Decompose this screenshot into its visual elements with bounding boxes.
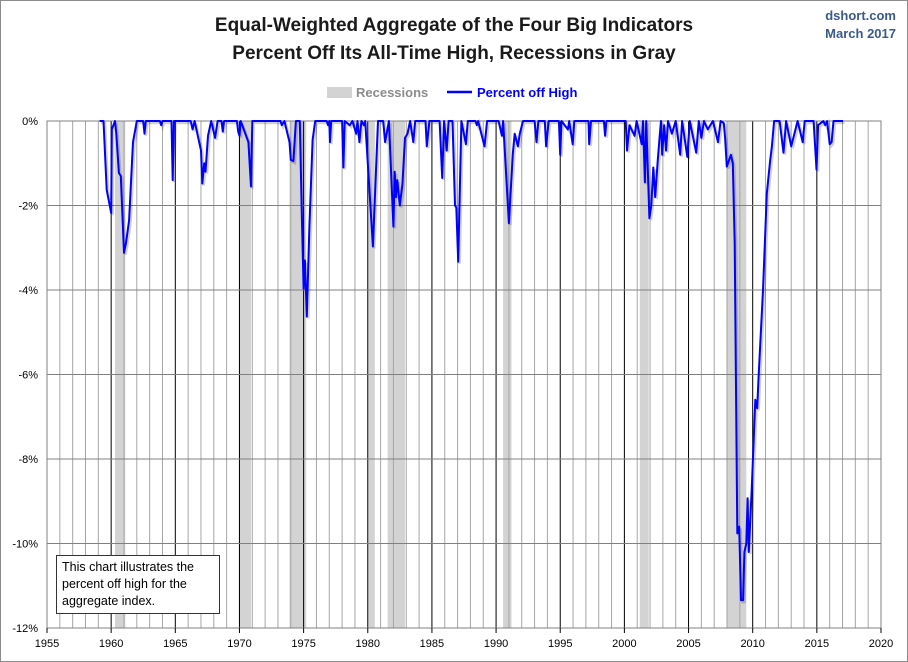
x-tick-label: 1990 <box>484 638 508 650</box>
legend-recession-swatch <box>327 87 352 98</box>
y-tick-label: -10% <box>12 539 38 551</box>
x-tick-label: 1955 <box>35 638 59 650</box>
chart-note: This chart illustrates the percent off h… <box>56 555 220 614</box>
y-tick-label: -8% <box>18 454 38 466</box>
legend: Recessions Percent off High <box>327 85 577 100</box>
x-tick-label: 2015 <box>805 638 829 650</box>
chart-title: Equal-Weighted Aggregate of the Four Big… <box>214 15 694 36</box>
source-label: dshort.com <box>825 8 896 23</box>
y-tick-label: -12% <box>12 623 38 635</box>
y-tick-label: -6% <box>18 370 38 382</box>
legend-recessions-label: Recessions <box>356 85 428 100</box>
y-tick-label: 0% <box>22 116 38 128</box>
x-tick-label: 2000 <box>612 638 636 650</box>
y-tick-label: -2% <box>18 201 38 213</box>
x-tick-label: 1985 <box>420 638 444 650</box>
x-tick-label: 1975 <box>291 638 315 650</box>
legend-series-label: Percent off High <box>477 85 577 100</box>
y-tick-label: -4% <box>18 285 38 297</box>
x-tick-label: 1970 <box>227 638 251 650</box>
x-tick-label: 1960 <box>99 638 123 650</box>
x-tick-label: 1980 <box>356 638 380 650</box>
plot-border <box>46 120 882 629</box>
x-tick-label: 2005 <box>676 638 700 650</box>
x-tick-label: 1965 <box>163 638 187 650</box>
series-line-percent-off-high <box>99 120 844 602</box>
x-tick-label: 1995 <box>548 638 572 650</box>
date-label: March 2017 <box>825 26 896 41</box>
chart-subtitle: Percent Off Its All-Time High, Recession… <box>232 43 676 64</box>
x-tick-label: 2020 <box>869 638 893 650</box>
x-tick-label: 2010 <box>740 638 764 650</box>
